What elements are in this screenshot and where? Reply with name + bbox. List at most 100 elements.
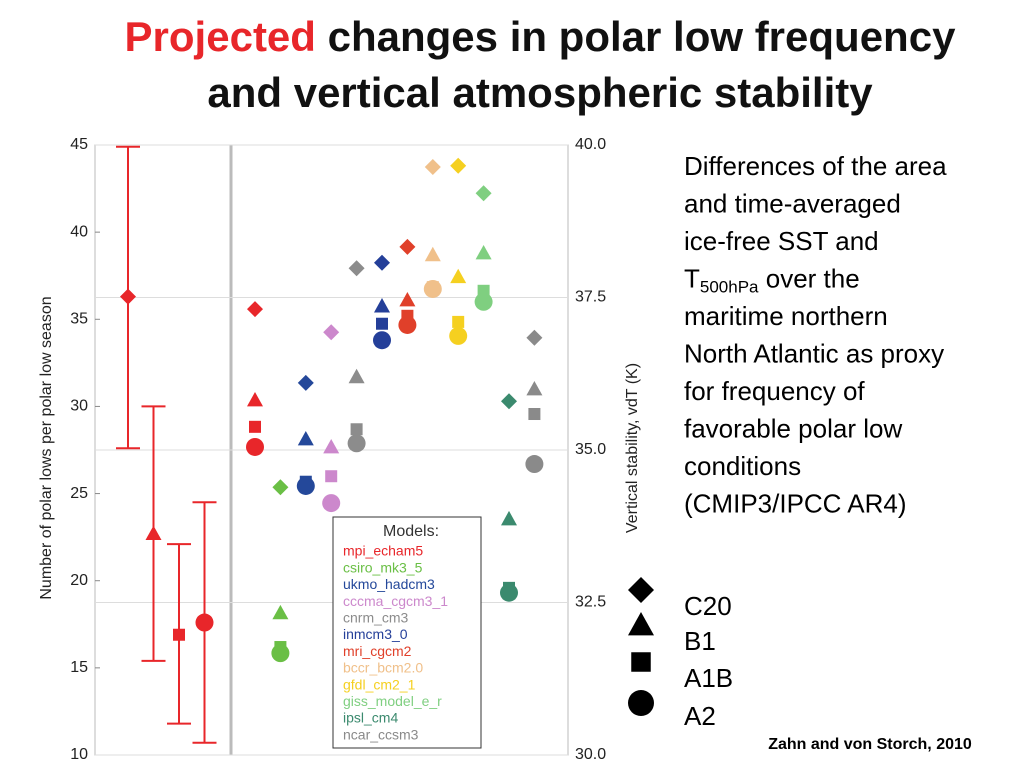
model-point	[272, 604, 289, 620]
legend-entry: bccr_bcm2.0	[343, 660, 423, 676]
observation-point	[120, 288, 136, 305]
model-point	[374, 254, 390, 271]
y2-tick-label: 32.5	[575, 594, 606, 611]
model-point	[247, 301, 263, 318]
y2-tick-label: 40.0	[575, 136, 606, 153]
model-point	[374, 298, 390, 313]
model-point	[399, 238, 416, 255]
model-point	[348, 260, 365, 277]
model-point	[297, 374, 314, 391]
y-tick-label: 10	[70, 746, 88, 763]
y-tick-label: 35	[70, 311, 88, 328]
model-point	[526, 329, 543, 346]
model-point	[424, 158, 441, 175]
description-line: conditions	[684, 451, 801, 481]
legend-entry: gfdl_cm2_1	[343, 676, 416, 692]
y-axis-label: Number of polar lows per polar low seaso…	[38, 296, 55, 599]
legend-entry: ipsl_cm4	[343, 710, 398, 726]
description-line: maritime northern	[684, 301, 888, 331]
model-point	[424, 246, 441, 262]
title-highlight: Projected	[125, 13, 316, 60]
description-t: T	[684, 263, 700, 293]
legend-entry: ukmo_hadcm3	[343, 576, 435, 592]
marker-label: C20	[684, 591, 732, 621]
model-point	[322, 494, 341, 513]
model-point	[399, 291, 416, 307]
y2-tick-label: 37.5	[575, 289, 606, 306]
credit: Zahn and von Storch, 2010	[768, 736, 972, 753]
observation-point	[173, 628, 185, 641]
model-point	[475, 244, 492, 260]
model-point	[500, 583, 518, 602]
y-tick-label: 30	[70, 398, 88, 415]
legend-entry: inmcm3_0	[343, 626, 408, 642]
model-point	[525, 455, 544, 474]
model-point	[350, 423, 363, 436]
y2-tick-label: 35.0	[575, 441, 606, 458]
model-point	[450, 157, 467, 174]
marker-key	[631, 652, 651, 672]
model-point	[296, 476, 315, 495]
model-point	[247, 391, 263, 407]
marker-key	[628, 612, 654, 636]
marker-key	[628, 690, 654, 716]
title: Projected changes in polar low frequency	[125, 13, 957, 60]
description-line: and time-averaged	[684, 188, 901, 218]
model-point	[452, 315, 465, 328]
model-point	[501, 510, 517, 526]
model-point	[501, 393, 517, 410]
model-point	[475, 185, 492, 202]
description-line: favorable polar low	[684, 413, 902, 443]
y-tick-label: 45	[70, 136, 88, 153]
legend-entry: mpi_echam5	[343, 543, 423, 559]
model-point	[325, 470, 338, 483]
model-point	[323, 324, 340, 341]
description-line: T500hPa over the	[684, 263, 860, 297]
model-point	[528, 408, 541, 421]
model-point	[323, 438, 340, 454]
legend-entry: ncar_ccsm3	[343, 726, 419, 742]
model-point	[348, 368, 365, 384]
description-t-rest: over the	[759, 263, 860, 293]
marker-label: B1	[684, 626, 716, 656]
model-point	[376, 317, 388, 330]
legend-box	[332, 516, 482, 749]
title-line: and vertical atmospheric stability	[207, 69, 873, 116]
model-point	[271, 644, 290, 663]
y2-tick-label: 30.0	[575, 746, 606, 763]
y2-axis-label: Vertical stability, vdT (K)	[624, 363, 641, 533]
legend-entry: cnrm_cm3	[343, 610, 409, 626]
observation-point	[145, 525, 162, 541]
model-point	[249, 420, 261, 433]
y-tick-label: 25	[70, 485, 88, 502]
model-point	[347, 434, 366, 453]
legend-entry: mri_cgcm2	[343, 643, 412, 659]
model-point	[272, 479, 289, 496]
description-line: ice-free SST and	[684, 226, 879, 256]
description-line: North Atlantic as proxy	[684, 338, 944, 368]
model-point	[474, 292, 493, 311]
model-point	[526, 381, 543, 396]
marker-key	[628, 577, 654, 603]
observation-point	[195, 613, 214, 632]
y-tick-label: 20	[70, 572, 88, 589]
marker-label: A2	[684, 701, 716, 731]
model-point	[297, 431, 314, 446]
description-line: Differences of the area	[684, 151, 947, 181]
model-point	[449, 326, 468, 345]
model-point	[373, 331, 391, 350]
y-tick-label: 15	[70, 659, 88, 676]
legend-entry: cccma_cgcm3_1	[343, 593, 448, 609]
y-tick-label: 40	[70, 223, 88, 240]
model-point	[450, 268, 467, 284]
model-point	[398, 315, 417, 334]
legend-entry: csiro_mk3_5	[343, 559, 423, 575]
description-line: (CMIP3/IPCC AR4)	[684, 488, 907, 518]
model-point	[246, 437, 264, 456]
legend-entry: giss_model_e_r	[343, 693, 442, 709]
marker-label: A1B	[684, 663, 733, 693]
title-rest: changes in polar low frequency	[316, 13, 956, 60]
model-point	[423, 279, 442, 298]
description-sub: 500hPa	[700, 278, 759, 297]
